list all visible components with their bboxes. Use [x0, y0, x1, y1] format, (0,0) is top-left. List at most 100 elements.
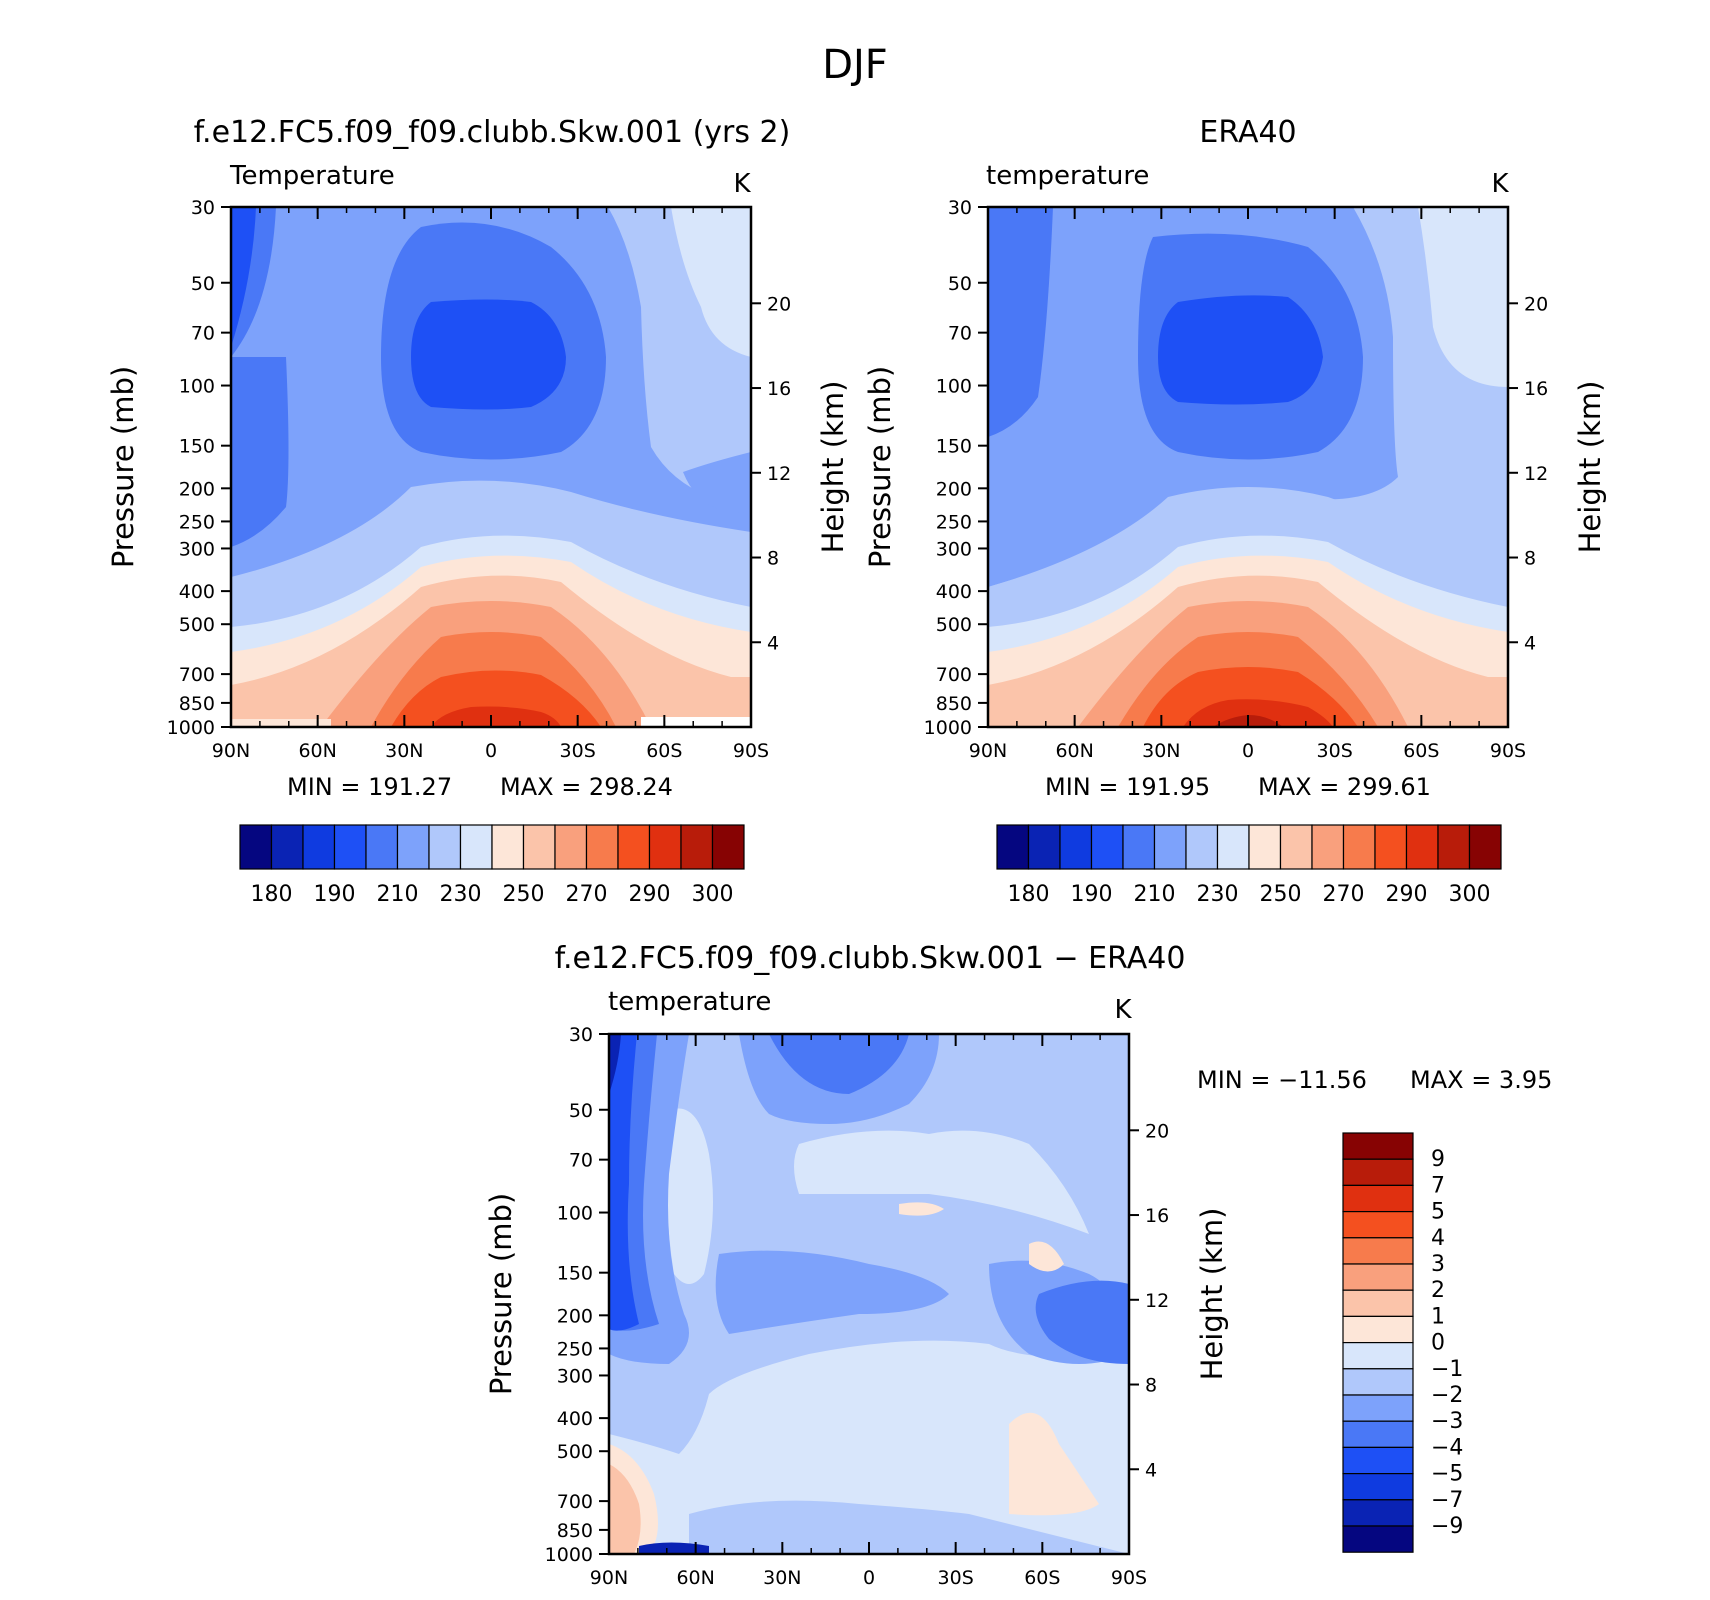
colorbar-swatch [1374, 824, 1408, 870]
x-tick-label: 0 [863, 1567, 875, 1589]
y-tick-label: 100 [936, 376, 972, 398]
y-tick-label: 700 [936, 664, 972, 686]
y-tick-label: 850 [557, 1520, 593, 1542]
y-tick-label: 500 [557, 1441, 593, 1463]
x-tick-label: 90S [733, 740, 769, 762]
x-tick-label: 0 [485, 740, 497, 762]
colorbar-swatch [680, 824, 714, 870]
colorbar-swatch [1342, 1420, 1414, 1448]
contour-fill-minus1-column [667, 1108, 713, 1284]
obs-variable-label: temperature [986, 161, 1149, 191]
colorbar-swatch [365, 824, 399, 870]
y-tick-label: 700 [557, 1491, 593, 1513]
y-tick-label: 70 [191, 323, 215, 345]
colorbar-swatch [554, 824, 588, 870]
colorbar-label: 270 [1323, 882, 1365, 907]
colorbar-label: 1 [1431, 1304, 1445, 1329]
height-tick-label: 12 [1145, 1290, 1169, 1312]
height-tick-label: 4 [1145, 1459, 1157, 1481]
y-tick-label: 1000 [924, 717, 972, 739]
colorbar-label: 230 [1197, 882, 1239, 907]
contour-fill-minus9-surface [639, 1542, 709, 1554]
y-tick-label: 500 [936, 614, 972, 636]
colorbar-swatch [459, 824, 493, 870]
y-tick-label: 200 [936, 478, 972, 500]
contour-fill-190-nh [988, 207, 1053, 437]
colorbar-label: 5 [1431, 1200, 1445, 1225]
contour-fill-0-upper [899, 1202, 944, 1216]
x-tick-label: 30N [1142, 740, 1180, 762]
obs-panel: ERA40 temperature K 90N 60N 30N 0 30S 60S 90S 3… [863, 115, 1607, 907]
colorbar-swatch [1342, 1341, 1414, 1370]
colorbar-label: 290 [1386, 882, 1428, 907]
x-tick-label: 0 [1242, 740, 1254, 762]
diff-axes: 90N 60N 30N 0 30S 60S 90S 30 50 70 100 150 200 250 300… [545, 1024, 1170, 1589]
colorbar-label: −3 [1431, 1409, 1463, 1434]
colorbar-label: 290 [629, 882, 671, 907]
colorbar-swatch [1342, 1499, 1414, 1527]
colorbar-swatch [270, 824, 304, 870]
y-tick-label: 70 [569, 1150, 593, 1172]
y-tick-label: 850 [179, 693, 215, 715]
colorbar-swatch [1468, 824, 1502, 870]
model-axes: 90N 60N 30N 0 30S 60S 90S 30 50 70 100 150 200 250 300… [167, 197, 792, 762]
colorbar-swatch [711, 824, 745, 870]
colorbar-label: −4 [1431, 1435, 1463, 1460]
diff-min-label: MIN = −11.56 [1197, 1066, 1367, 1094]
y-tick-label: 150 [179, 436, 215, 458]
x-tick-label: 60S [1403, 740, 1439, 762]
colorbar-label: 230 [440, 882, 482, 907]
colorbar-swatch [648, 824, 682, 870]
colorbar-swatch [1342, 1158, 1414, 1186]
height-tick-label: 12 [1524, 463, 1548, 485]
contour-fill-200-sh [683, 452, 751, 513]
colorbar-swatch [396, 824, 430, 870]
diff-max-label: MAX = 3.95 [1410, 1066, 1552, 1094]
height-tick-label: 12 [767, 463, 791, 485]
colorbar-label: 250 [1260, 882, 1302, 907]
colorbar-label: −7 [1431, 1488, 1463, 1513]
colorbar-swatch [1342, 1263, 1414, 1291]
y-tick-label: 1000 [545, 1544, 593, 1566]
height-tick-label: 8 [767, 548, 779, 570]
height-tick-label: 16 [1145, 1205, 1169, 1227]
figure-title: DJF [822, 42, 888, 88]
contour-fill-295 [431, 706, 561, 727]
contour-fill-minus5 [609, 1034, 639, 1331]
contour-fill-290 [391, 670, 601, 727]
y-tick-label: 200 [557, 1305, 593, 1327]
height-tick-label: 4 [1524, 632, 1536, 654]
x-tick-label: 90N [590, 1567, 628, 1589]
colorbar-label: 2 [1431, 1278, 1445, 1303]
height-tick-label: 20 [767, 293, 791, 315]
y-tick-label: 400 [179, 581, 215, 603]
y-tick-label: 200 [179, 478, 215, 500]
colorbar-swatch [333, 824, 367, 870]
colorbar-label: −5 [1431, 1462, 1463, 1487]
colorbar-swatch [1342, 1210, 1414, 1239]
obs-panel-title: ERA40 [1199, 115, 1296, 150]
y-tick-label: 70 [948, 323, 972, 345]
y-tick-label: 50 [191, 273, 215, 295]
height-tick-label: 20 [1524, 293, 1548, 315]
colorbar-label: 4 [1431, 1226, 1445, 1251]
contour-fill-minus7 [609, 1034, 621, 1094]
colorbar-swatch [1122, 824, 1156, 870]
colorbar-swatch [1185, 824, 1219, 870]
colorbar-swatch [1153, 824, 1187, 870]
y-tick-label: 50 [948, 273, 972, 295]
y-tick-label: 400 [936, 581, 972, 603]
height-tick-label: 8 [1524, 548, 1536, 570]
y-tick-label: 850 [936, 693, 972, 715]
y-tick-label: 300 [557, 1365, 593, 1387]
colorbar-label: 180 [1008, 882, 1050, 907]
obs-ylabel: Pressure (mb) [863, 366, 897, 568]
colorbar-swatch [1342, 1394, 1414, 1422]
colorbar-swatch [1090, 824, 1124, 870]
model-max-label: MAX = 298.24 [500, 773, 673, 801]
x-tick-label: 90S [1490, 740, 1526, 762]
obs-plot-area [986, 205, 1510, 729]
y-tick-label: 700 [179, 664, 215, 686]
colorbar-swatch [522, 824, 556, 870]
